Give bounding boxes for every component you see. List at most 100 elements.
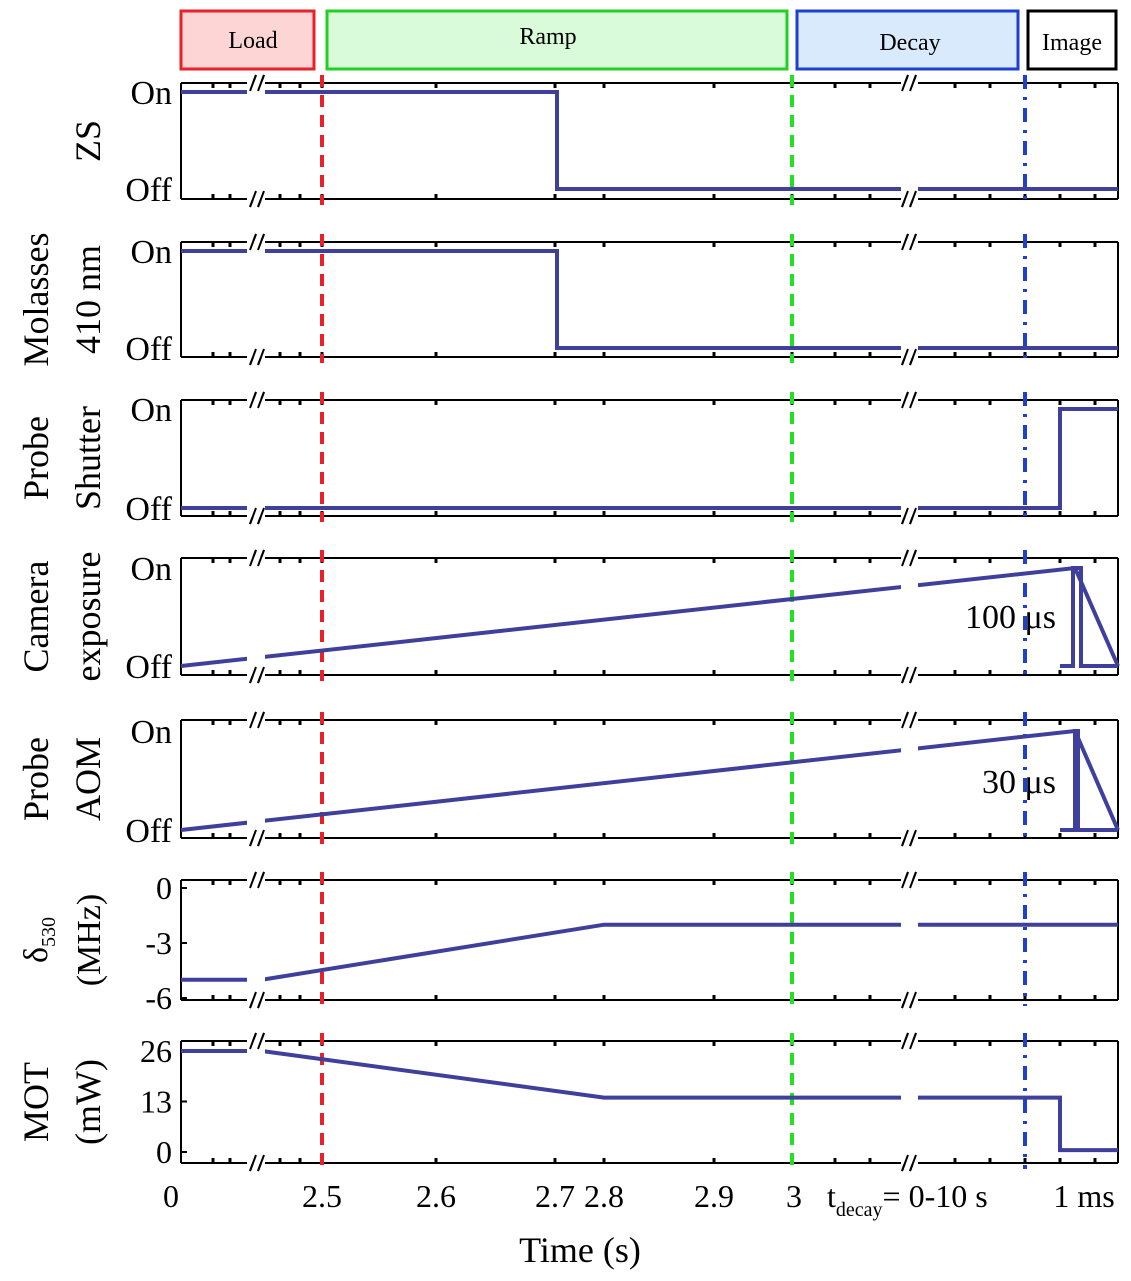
axis-break-gap (901, 399, 918, 517)
axis-break-mark (909, 711, 917, 729)
axis-break-mark (901, 1032, 909, 1050)
axis-break-mark (901, 391, 909, 409)
axis-break-gap (247, 879, 265, 1001)
y-axis-label-line1: Camera (16, 561, 56, 673)
y-tick-label-on: On (130, 551, 172, 588)
axis-break-mark (249, 1032, 257, 1050)
y-axis-label-line2: Shutter (68, 406, 108, 510)
x-tick-3: 3 (786, 1178, 802, 1214)
axis-break-gap (901, 82, 918, 200)
y-tick-label-off: Off (125, 649, 172, 686)
axis-break-mark (901, 190, 909, 208)
axis-break-mark (909, 391, 917, 409)
axis-break-mark (249, 233, 257, 251)
panel-camera: On Off Camera exposure 100 μs (16, 549, 1120, 686)
axis-break-mark (909, 1032, 917, 1050)
delta-symbol: δ (18, 947, 55, 963)
camera-pulse (1060, 566, 1118, 668)
x-tick-decay: tdecay= 0-10 s (827, 1178, 988, 1221)
axis-break-gap (247, 399, 265, 517)
y-axis-label-unit: (MHz) (71, 894, 108, 987)
phase-ramp-label: Ramp (519, 24, 576, 50)
x-tick-2-5: 2.5 (302, 1178, 342, 1214)
axis-break-gap (247, 241, 265, 358)
axis-break-mark (249, 711, 257, 729)
y-tick-label-off: Off (125, 331, 172, 368)
decay-label-t: t (827, 1178, 836, 1214)
axis-break-mark (249, 348, 257, 366)
axis-break-mark (909, 666, 917, 684)
y-axis-label-line2: exposure (68, 552, 108, 682)
panel-zs: On Off ZS (68, 74, 1119, 209)
axis-break-mark (249, 1154, 257, 1172)
axis-break-gap (901, 557, 918, 676)
axis-break-mark (901, 666, 909, 684)
y-axis-label: ZS (68, 120, 108, 162)
axis-break-mark (257, 711, 265, 729)
axis-break-mark (257, 190, 265, 208)
x-axis-label: Time (s) (519, 1230, 641, 1270)
axis-break-mark (249, 829, 257, 847)
y-tick-label-on: On (130, 714, 172, 751)
y-axis-label-line1: Probe (16, 416, 56, 500)
y-axis-label-line2: AOM (68, 737, 108, 821)
delta-subscript: 530 (38, 917, 60, 947)
axis-break-mark (249, 391, 257, 409)
axis-break-mark (909, 74, 917, 92)
axis-break-mark (901, 549, 909, 567)
axis-break-mark (257, 233, 265, 251)
decay-label-range: = 0-10 s (883, 1178, 988, 1214)
axis-break-mark (901, 348, 909, 366)
y-axis-label-line1: Probe (16, 737, 56, 821)
y-tick-label: 0 (156, 1134, 172, 1170)
axis-break-mark (257, 1154, 265, 1172)
axis-break-mark (909, 348, 917, 366)
axis-break-gap (247, 557, 265, 676)
y-axis-label-line1: MOT (16, 1062, 56, 1142)
axis-break-mark (257, 391, 265, 409)
axis-break-gap (901, 241, 918, 358)
axis-break-mark (249, 991, 257, 1009)
y-tick-label-off: Off (125, 813, 172, 850)
decay-label-sub: decay (836, 1199, 883, 1221)
axis-break-mark (249, 190, 257, 208)
axis-break-mark (909, 991, 917, 1009)
x-tick-2-8: 2.8 (584, 1178, 624, 1214)
axis-break-gap (901, 719, 918, 839)
axis-break-mark (901, 829, 909, 847)
y-tick-label: -3 (145, 925, 172, 961)
axis-break-mark (257, 348, 265, 366)
panel-molasses: On Off Molasses 410 nm (16, 233, 1119, 368)
axis-break-mark (257, 871, 265, 889)
panel-probe-aom: On Off Probe AOM 30 μs (16, 711, 1120, 850)
panel-detuning: 0 -3 -6 δ530 (MHz) (18, 870, 1119, 1016)
y-axis-label-line2: 410 nm (68, 245, 108, 354)
axis-break-mark (901, 991, 909, 1009)
aom-pulse (1060, 729, 1118, 832)
phase-header: Load Ramp Decay Image (179, 9, 1118, 71)
axis-break-mark (909, 1154, 917, 1172)
phase-decay-box (795, 9, 1020, 71)
y-tick-label: -6 (145, 980, 172, 1016)
axis-break-gap (247, 719, 265, 839)
axis-break-mark (901, 74, 909, 92)
phase-image-label: Image (1042, 30, 1102, 56)
axis-break-mark (249, 507, 257, 525)
panel-probe-shutter: On Off Probe Shutter (16, 391, 1119, 528)
x-tick-2-6: 2.6 (416, 1178, 456, 1214)
axis-break-mark (249, 74, 257, 92)
axis-break-mark (901, 871, 909, 889)
axis-break-mark (257, 666, 265, 684)
signal-panels: On Off ZS On Off Molasses 410 nm On Off Probe Shut… (16, 74, 1120, 1172)
signal-trace (181, 922, 1118, 982)
x-tick-2-9: 2.9 (694, 1178, 734, 1214)
axis-break-mark (909, 829, 917, 847)
signal-trace (181, 407, 1118, 510)
axis-break-mark (257, 549, 265, 567)
axis-break-mark (249, 871, 257, 889)
pulse-width-annotation: 30 μs (982, 764, 1056, 801)
axis-break-mark (901, 507, 909, 525)
axis-break-mark (257, 74, 265, 92)
